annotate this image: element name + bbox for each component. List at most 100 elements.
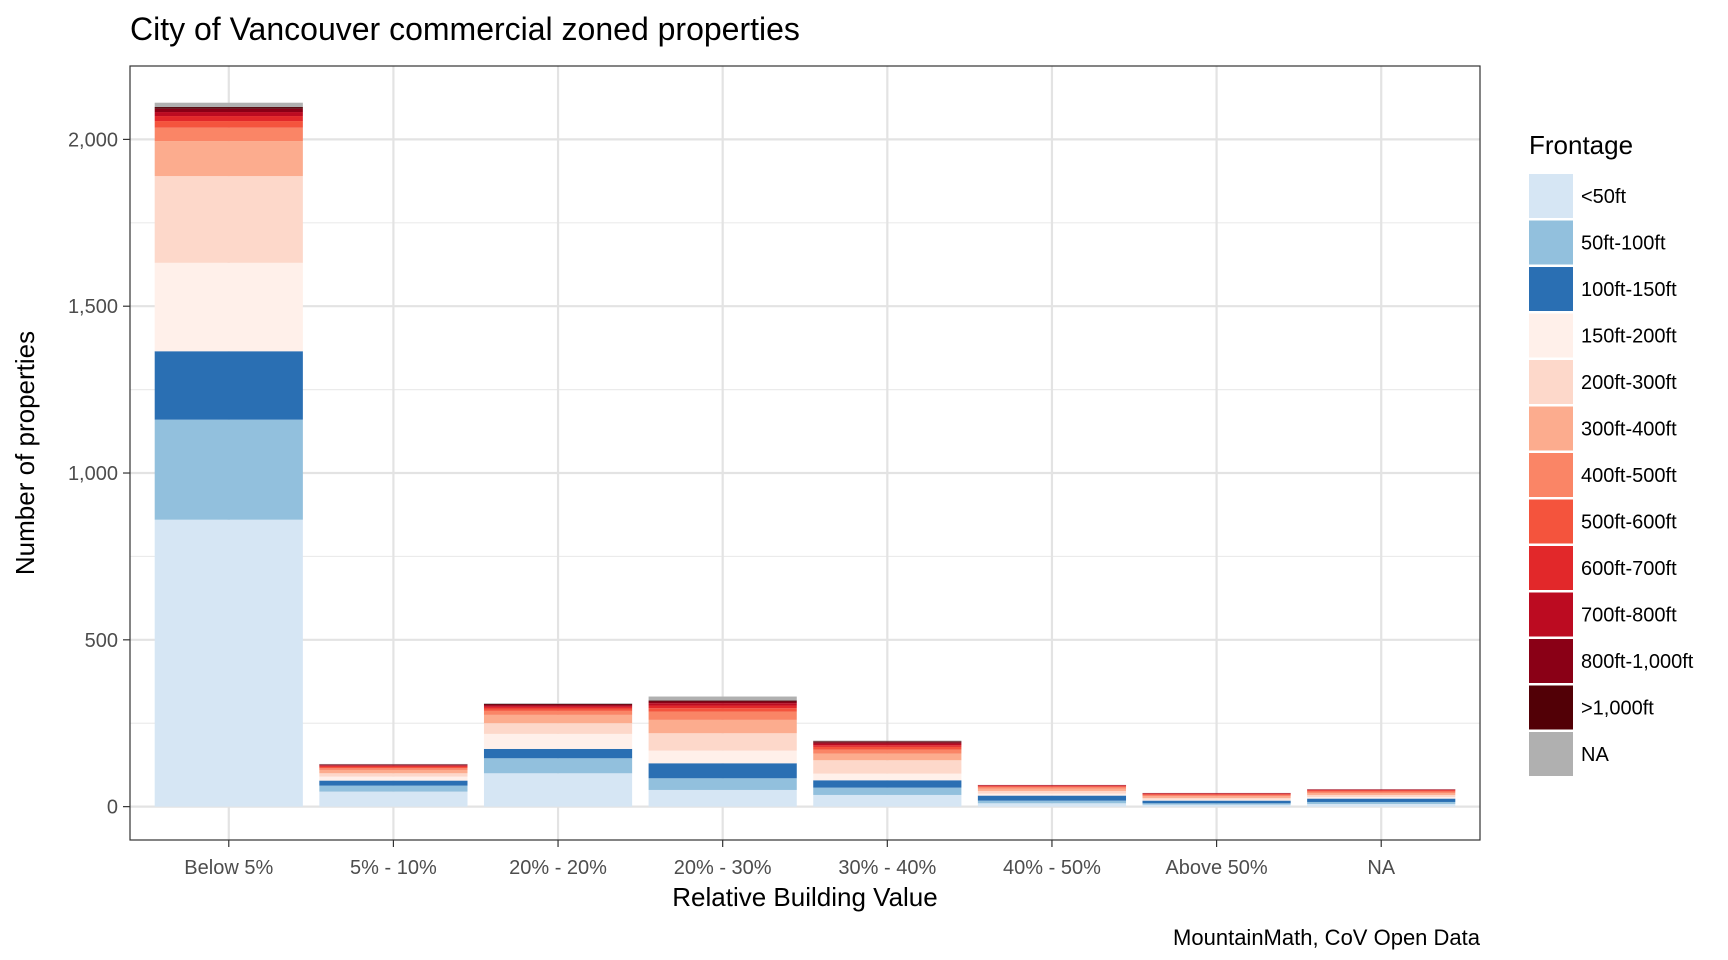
x-tick-label: NA <box>1367 857 1395 879</box>
y-tick-label: 1,500 <box>68 296 118 318</box>
bar-segment <box>319 780 468 786</box>
plot-panel <box>130 66 1480 840</box>
legend-key <box>1529 220 1573 265</box>
bar-segment <box>319 764 468 766</box>
bar-segment <box>483 758 633 774</box>
y-axis: 0 500 1,000 1,500 2,000 <box>68 129 130 819</box>
bar-segment <box>1142 804 1291 807</box>
bar-segment <box>154 176 303 263</box>
legend-key <box>1529 174 1573 218</box>
bar-segment <box>154 112 303 117</box>
bar-segment <box>1307 796 1456 799</box>
legend-key <box>1529 685 1573 730</box>
bar-segment <box>319 776 468 781</box>
bar-segment <box>977 787 1127 789</box>
bar-segment <box>1142 800 1291 804</box>
legend-label: >1,000ft <box>1581 698 1654 720</box>
legend-label: 200ft-300ft <box>1581 372 1677 394</box>
legend-title: Frontage <box>1529 130 1633 160</box>
bar-segment <box>648 700 797 702</box>
x-tick-label: Above 50% <box>1165 857 1268 879</box>
legend-label: 150ft-200ft <box>1581 326 1677 348</box>
legend-key <box>1529 313 1573 358</box>
bar-segment <box>319 765 468 766</box>
bar-segment <box>813 746 962 750</box>
bar-segment <box>813 749 962 754</box>
legend-label: 600ft-700ft <box>1581 558 1677 580</box>
bar-segment <box>483 773 633 807</box>
bar-segment <box>483 710 633 715</box>
legend-key <box>1529 732 1573 776</box>
bar-segment <box>483 706 633 709</box>
bar-segment <box>977 790 1127 794</box>
bar-segment <box>319 769 468 774</box>
y-tick-label: 1,000 <box>68 463 118 485</box>
bar-segment <box>648 789 797 807</box>
bar-segment <box>1307 798 1456 802</box>
bar-segment <box>648 719 797 734</box>
bar-segment <box>483 703 633 704</box>
legend-key <box>1529 406 1573 451</box>
bar-segment <box>1307 790 1456 792</box>
bar-segment <box>1142 803 1291 805</box>
x-axis: Below 5% 5% - 10% 20% - 20% 20% - 30% 30% - … <box>184 840 1396 879</box>
bar-segment <box>319 768 468 770</box>
bar-segment <box>154 127 303 142</box>
legend-label: 300ft-400ft <box>1581 419 1677 441</box>
chart-title: City of Vancouver commercial zoned prope… <box>130 11 800 47</box>
bar-segment <box>1307 801 1456 804</box>
bar-segment <box>483 748 633 759</box>
y-tick-label: 2,000 <box>68 129 118 151</box>
bar-segment <box>977 803 1127 807</box>
bar-segment <box>813 787 962 795</box>
bar-segment <box>977 795 1127 801</box>
bar-segment <box>813 760 962 774</box>
bar-segment <box>1142 797 1291 800</box>
bar-segment <box>648 733 797 751</box>
x-tick-label: 40% - 50% <box>1003 857 1101 879</box>
bar-segment <box>813 745 962 747</box>
bar-segment <box>154 141 303 177</box>
legend-label: <50ft <box>1581 186 1626 208</box>
bar-segment <box>154 102 303 108</box>
bar-segment <box>648 778 797 790</box>
bar-segment <box>648 701 797 704</box>
legend-key <box>1529 360 1573 404</box>
bar-segment <box>813 773 962 781</box>
caption: MountainMath, CoV Open Data <box>1173 925 1481 950</box>
bar-segment <box>1307 803 1456 807</box>
bar-segment <box>154 116 303 122</box>
legend-key <box>1529 499 1573 544</box>
bar-segment <box>1307 791 1456 793</box>
bar-segment <box>1142 793 1291 795</box>
bar-segment <box>483 705 633 707</box>
x-tick-label: Below 5% <box>184 857 273 879</box>
bar-segment <box>319 791 468 807</box>
bar-segment <box>1307 794 1456 797</box>
bar-segment <box>154 121 303 128</box>
bar-segment <box>977 800 1127 804</box>
bar-segment <box>1142 799 1291 801</box>
legend-label: 700ft-800ft <box>1581 605 1677 627</box>
bar-segment <box>1142 794 1291 796</box>
bar-segment <box>483 733 633 749</box>
legend-key <box>1529 267 1573 311</box>
bar-segment <box>154 262 303 352</box>
bar-segment <box>813 743 962 746</box>
legend-label: 100ft-150ft <box>1581 279 1677 301</box>
x-tick-label: 20% - 20% <box>509 857 607 879</box>
bar-segment <box>648 711 797 720</box>
bar-segment <box>648 708 797 712</box>
bar-segment <box>977 786 1127 788</box>
bar-segment <box>1307 792 1456 795</box>
bars <box>154 102 1456 807</box>
bar-segment <box>483 708 633 711</box>
bar-segment <box>154 419 303 520</box>
plot-border <box>129 65 1481 841</box>
bar-segment <box>483 703 633 705</box>
legend-key <box>1529 546 1573 590</box>
bar-segment <box>977 785 1127 787</box>
bar-segment <box>648 705 797 709</box>
bar-segment <box>483 723 633 734</box>
